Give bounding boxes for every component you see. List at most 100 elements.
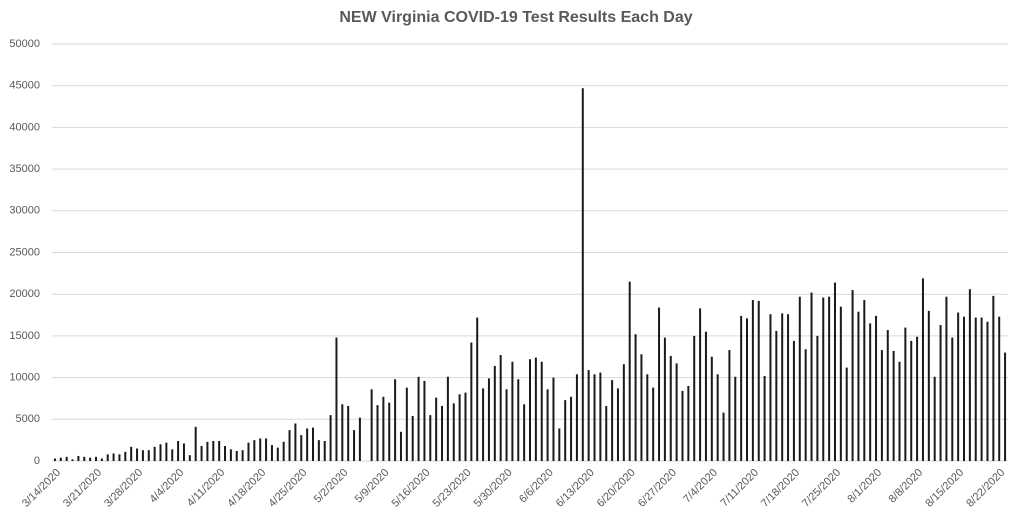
bar [446,376,449,461]
bar [751,300,754,461]
bar [141,450,144,461]
bar [540,361,543,461]
bar [212,440,215,461]
bar [59,457,62,461]
bar [53,458,56,461]
bar [470,342,473,461]
bar [417,376,420,461]
bar [816,335,819,461]
bar [405,387,408,461]
y-tick-label: 0 [34,455,40,467]
bar [159,444,162,461]
y-tick-label: 40000 [9,121,40,133]
bar [810,292,813,461]
bar [311,427,314,461]
x-tick-label: 4/25/2020 [266,467,309,510]
bar [370,389,373,461]
bar [335,337,338,461]
bar [171,449,174,461]
bar [247,442,250,461]
x-tick-label: 6/20/2020 [595,467,638,510]
bar [658,307,661,461]
bar [546,389,549,461]
bar [94,456,97,461]
x-tick-label: 7/25/2020 [800,467,843,510]
x-tick-label: 6/6/2020 [517,467,556,506]
bar [622,364,625,461]
bar [147,450,150,461]
bar [716,374,719,461]
bar [910,340,913,461]
bar [880,350,883,461]
bar [611,380,614,461]
bar [253,440,256,461]
bar [628,281,631,461]
bar [1004,352,1007,461]
bar [652,387,655,461]
bar [411,415,414,461]
bar [792,340,795,461]
bar [699,308,702,461]
bar [182,443,185,461]
bar [317,440,320,461]
bar [634,334,637,461]
x-tick-label: 8/1/2020 [845,467,884,506]
bar [722,412,725,461]
y-tick-label: 20000 [9,288,40,300]
bar [347,405,350,461]
bar [675,363,678,461]
bar [300,435,303,461]
bar [429,415,432,461]
bar [523,404,526,461]
bar [616,388,619,461]
bar [294,423,297,461]
x-tick-label: 5/16/2020 [390,467,433,510]
bar [206,441,209,461]
bar [177,440,180,461]
bar [435,397,438,461]
x-tick-label: 6/13/2020 [554,467,597,510]
bar [112,453,115,461]
bar [875,315,878,461]
bar [353,430,356,461]
bar [476,317,479,461]
y-tick-label: 15000 [9,330,40,342]
bar [153,446,156,461]
bar [399,431,402,461]
x-tick-label: 3/14/2020 [20,467,63,510]
bar [89,457,92,461]
bar [235,450,238,461]
x-tick-label: 4/4/2020 [148,467,187,506]
bar [517,379,520,461]
bar [921,278,924,461]
bar [851,290,854,461]
bar [640,354,643,461]
bar [904,327,907,461]
bar [118,454,121,461]
bar [323,440,326,461]
x-tick-label: 8/8/2020 [886,467,925,506]
y-tick-label: 45000 [9,80,40,92]
bar [441,405,444,461]
bar [798,296,801,461]
y-tick-label: 50000 [9,38,40,50]
bar [599,372,602,461]
bar [270,445,273,461]
bar [382,396,385,461]
bar [423,380,426,461]
y-tick-label: 35000 [9,163,40,175]
bar [136,448,139,461]
bar [669,355,672,461]
bar [898,361,901,461]
bar [464,392,467,461]
bar [329,415,332,461]
bar [505,389,508,461]
bar [106,454,109,461]
bar [845,367,848,461]
bar [863,300,866,461]
x-tick-label: 5/2/2020 [312,467,351,506]
bar [998,316,1001,461]
bar [394,379,397,461]
bar [265,438,268,461]
